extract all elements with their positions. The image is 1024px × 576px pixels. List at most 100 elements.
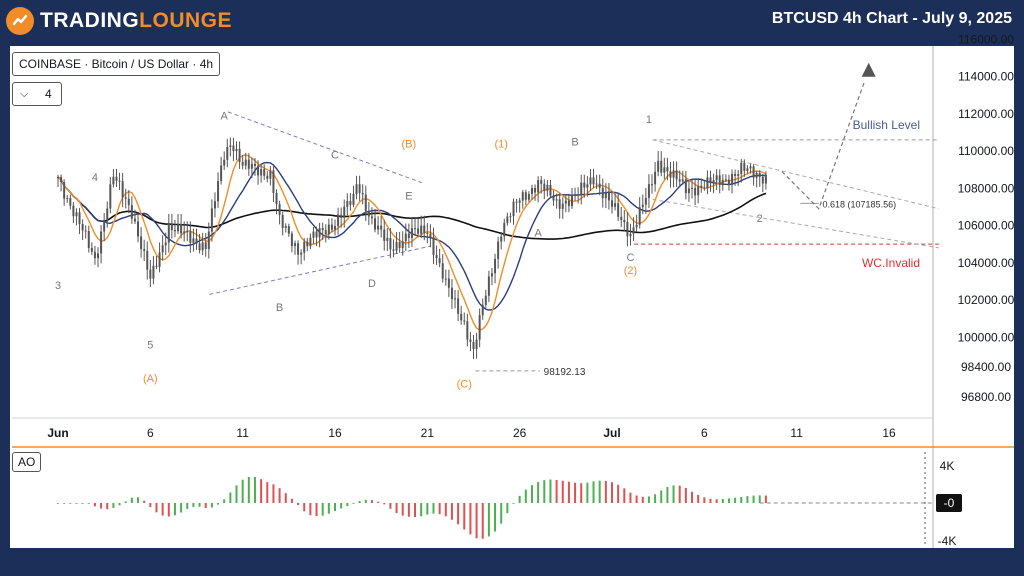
- candle-body: [352, 193, 355, 205]
- time-tick-label: 21: [421, 426, 435, 440]
- candle-body: [324, 230, 327, 235]
- ao-bar: [309, 503, 312, 516]
- ao-bar: [247, 476, 250, 503]
- candle-body: [494, 258, 497, 274]
- ao-bar: [740, 496, 743, 503]
- candle-body: [177, 224, 180, 232]
- candle-body: [392, 249, 395, 251]
- ao-bar: [217, 503, 220, 505]
- wave-label: C: [626, 252, 634, 264]
- candle-body: [567, 200, 570, 207]
- ao-tick-label: 4K: [940, 459, 955, 473]
- wave-label: C: [331, 149, 339, 161]
- invalid-level-label: WC.Invalid: [862, 256, 920, 270]
- candle-body: [764, 174, 767, 184]
- ao-bar: [93, 503, 96, 507]
- wave-label: D: [368, 278, 376, 290]
- ao-bar: [561, 480, 564, 503]
- channel-line-upper: [652, 139, 939, 210]
- candle-body: [524, 192, 527, 200]
- candle-body: [401, 241, 404, 249]
- price-tick-label: 102000.00: [958, 293, 1015, 307]
- candle-body: [72, 205, 75, 217]
- wave-label: 5: [147, 339, 153, 351]
- ao-bar: [574, 482, 577, 503]
- candle-body: [564, 200, 567, 204]
- candle-body: [220, 165, 223, 182]
- candle-body: [340, 214, 343, 218]
- candle-body: [506, 216, 509, 223]
- candle-body: [478, 315, 481, 340]
- ao-bar: [137, 497, 140, 503]
- ao-tick-label: -4K: [938, 534, 957, 548]
- time-tick-label: 6: [701, 426, 708, 440]
- candle-body: [266, 175, 269, 179]
- ao-bar: [75, 503, 78, 504]
- candle-body: [435, 254, 438, 259]
- price-tick-label: 114000.00: [958, 70, 1014, 84]
- candle-body: [158, 252, 161, 267]
- ao-bar: [549, 479, 552, 503]
- price-tick-label: 110000.00: [958, 144, 1014, 158]
- candle-body: [623, 219, 626, 223]
- candle-body: [509, 216, 512, 218]
- candle-body: [540, 180, 543, 184]
- candle-body: [143, 249, 146, 251]
- ao-bar: [604, 480, 607, 503]
- chart-title: BTCUSD 4h Chart - July 9, 2025: [771, 10, 1012, 27]
- candle-body: [257, 165, 260, 176]
- candle-body: [112, 176, 115, 185]
- candle-body: [555, 199, 558, 201]
- ao-bar: [223, 499, 226, 503]
- candle-body: [263, 169, 266, 176]
- ao-zero-badge: [936, 494, 962, 512]
- candle-body: [638, 207, 641, 225]
- candle-body: [466, 321, 469, 340]
- candle-body: [697, 185, 700, 196]
- candle-body: [152, 265, 155, 279]
- price-tick-label: 104000.00: [958, 256, 1015, 270]
- candle-body: [297, 243, 300, 255]
- ao-bar: [383, 503, 386, 505]
- candle-body: [355, 184, 358, 194]
- time-tick-label: 16: [328, 426, 342, 440]
- candle-body: [93, 251, 96, 259]
- ao-bar: [450, 503, 453, 520]
- candle-body: [755, 172, 758, 178]
- candle-body: [118, 180, 121, 182]
- ao-bar: [567, 481, 570, 503]
- ao-bar: [641, 496, 644, 503]
- candle-body: [318, 228, 321, 238]
- candle-body: [386, 237, 389, 241]
- candle-body: [694, 187, 697, 196]
- ao-bar: [69, 503, 72, 504]
- level-selector[interactable]: ⌵ 4: [12, 82, 62, 106]
- ao-bar: [407, 503, 410, 517]
- ao-bar: [167, 503, 170, 517]
- candle-body: [361, 192, 364, 195]
- candle-body: [423, 225, 426, 233]
- candle-body: [192, 238, 195, 243]
- wave-label: (2): [624, 265, 637, 277]
- candle-body: [487, 276, 490, 296]
- ao-bar: [63, 503, 66, 504]
- ao-bar: [457, 503, 460, 525]
- wave-label: (C): [457, 379, 472, 391]
- bullish-level-label: Bullish Level: [853, 118, 920, 132]
- candle-body: [210, 208, 213, 232]
- ao-bar: [192, 503, 195, 507]
- candle-body: [712, 180, 715, 184]
- candle-body: [758, 172, 761, 177]
- ao-bar: [143, 500, 146, 503]
- ao-bar: [290, 498, 293, 503]
- ao-bar: [395, 503, 398, 514]
- candle-body: [127, 198, 130, 206]
- candle-body: [269, 170, 272, 179]
- candle-body: [543, 183, 546, 191]
- candle-body: [167, 223, 170, 243]
- channel-line-lower: [652, 198, 939, 249]
- header-bar: TRADINGLOUNGE BTCUSD 4h Chart - July 9, …: [0, 0, 1024, 44]
- candle-body: [183, 231, 186, 234]
- candle-body: [300, 252, 303, 255]
